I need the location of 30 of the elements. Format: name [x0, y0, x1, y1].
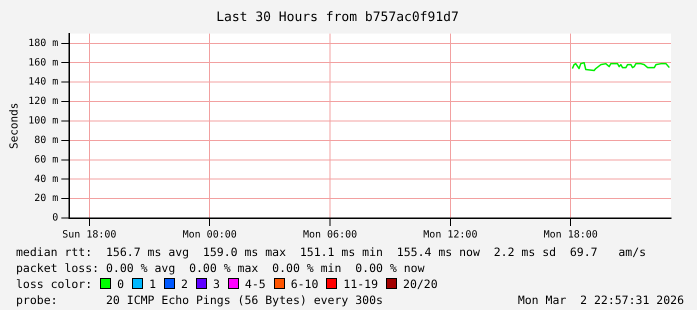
- text: 1: [149, 277, 156, 291]
- x-tick-label: Mon 12:00: [423, 230, 478, 241]
- y-tick-label: 180 m: [28, 38, 58, 49]
- y-tick-label: 100 m: [28, 116, 58, 127]
- x-tick-label: Mon 00:00: [182, 230, 237, 241]
- text: probe: 20 ICMP Echo Pings (56 Bytes) every 300s: [16, 293, 383, 307]
- text: loss color:: [16, 277, 92, 291]
- text: Mon Mar 2 22:57:31 2026: [518, 292, 684, 308]
- text: packet loss: 0.00 % avg 0.00 % max 0.00 % min 0.00 % now: [16, 261, 424, 275]
- y-tick-label: 160 m: [28, 57, 58, 68]
- text: median rtt: 156.7 ms avg 159.0 ms max 151.1 ms min 155.4 ms now 2.2 ms sd 69.7 am/s: [16, 245, 646, 259]
- chart-title: Last 30 Hours from b757ac0f91d7: [216, 10, 459, 26]
- text: 3: [212, 277, 220, 291]
- y-tick-label: 140 m: [28, 76, 58, 88]
- y-tick-label: 120 m: [28, 96, 58, 108]
- text: 0: [117, 277, 124, 291]
- x-tick-label: Sun 18:00: [62, 230, 116, 241]
- y-tick-label: 60 m: [34, 154, 58, 166]
- y-tick-label: 80 m: [34, 134, 58, 146]
- y-tick-label: 20 m: [34, 193, 58, 204]
- y-tick-label: 40 m: [34, 174, 58, 185]
- x-tick-label: Mon 06:00: [302, 230, 358, 241]
- y-tick-label: 0: [52, 212, 58, 224]
- text: 2: [181, 277, 188, 291]
- text: 4-5: [244, 277, 266, 291]
- y-axis-title: Seconds: [7, 102, 20, 149]
- text: 6-10: [290, 277, 318, 291]
- text: 11-19: [343, 277, 378, 291]
- text: 20/20: [403, 277, 438, 291]
- x-tick-label: Mon 18:00: [544, 230, 598, 241]
